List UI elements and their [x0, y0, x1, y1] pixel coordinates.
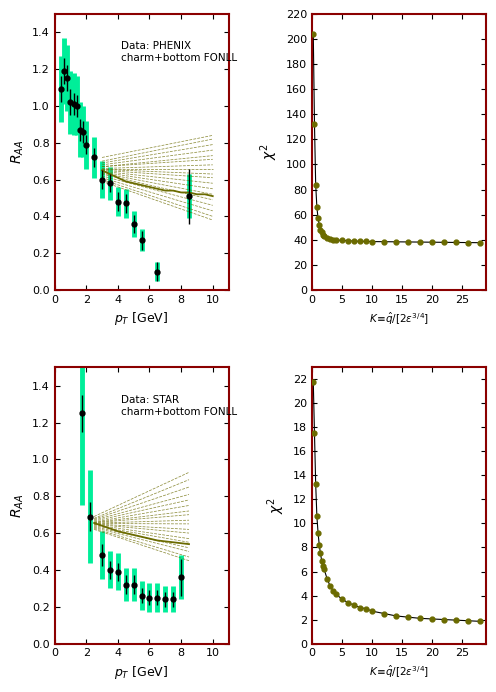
Y-axis label: $R_{AA}$: $R_{AA}$	[10, 493, 26, 518]
X-axis label: $p_T$ [GeV]: $p_T$ [GeV]	[115, 311, 169, 327]
Y-axis label: $\chi^2$: $\chi^2$	[259, 143, 280, 161]
X-axis label: $p_T$ [GeV]: $p_T$ [GeV]	[115, 664, 169, 681]
X-axis label: $K\!\equiv\!\hat{q}/[2\varepsilon^{3/4}]$: $K\!\equiv\!\hat{q}/[2\varepsilon^{3/4}]…	[369, 664, 429, 680]
X-axis label: $K\!\equiv\!\hat{q}/[2\varepsilon^{3/4}]$: $K\!\equiv\!\hat{q}/[2\varepsilon^{3/4}]…	[369, 311, 429, 327]
Y-axis label: $R_{AA}$: $R_{AA}$	[10, 140, 26, 164]
Text: Data: STAR
charm+bottom FONLL: Data: STAR charm+bottom FONLL	[121, 395, 237, 417]
Text: Data: PHENIX
charm+bottom FONLL: Data: PHENIX charm+bottom FONLL	[121, 42, 237, 63]
Y-axis label: $\chi^2$: $\chi^2$	[266, 497, 287, 514]
